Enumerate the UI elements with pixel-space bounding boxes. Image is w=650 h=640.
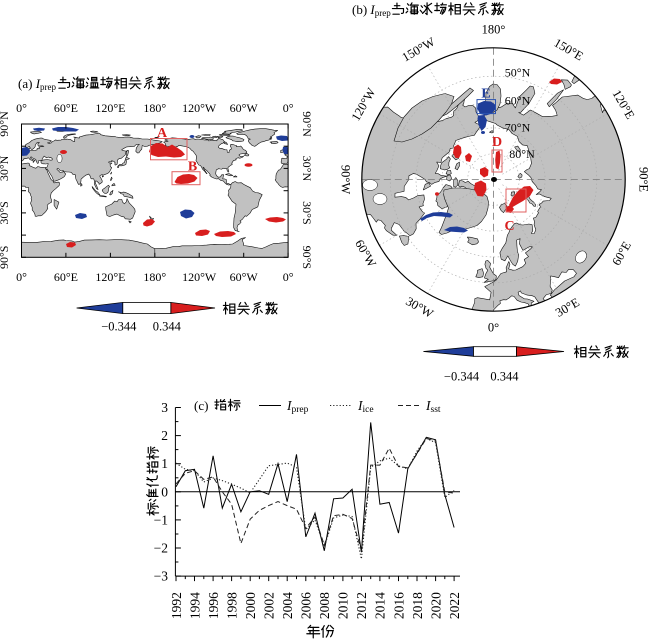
svg-text:2018: 2018 bbox=[410, 592, 425, 619]
svg-text:−1: −1 bbox=[154, 512, 168, 527]
svg-text:D: D bbox=[492, 135, 502, 150]
svg-text:−2: −2 bbox=[154, 541, 168, 556]
svg-text:30°N: 30°N bbox=[300, 156, 314, 182]
svg-text:Isst: Isst bbox=[425, 398, 441, 415]
svg-text:180°: 180° bbox=[143, 270, 166, 284]
svg-text:90°S: 90°S bbox=[300, 246, 314, 269]
svg-text:2008: 2008 bbox=[317, 592, 332, 619]
svg-text:30°S: 30°S bbox=[300, 201, 314, 224]
svg-text:A: A bbox=[157, 126, 168, 141]
svg-text:0°: 0° bbox=[283, 270, 294, 284]
svg-text:90°W: 90°W bbox=[339, 165, 353, 194]
svg-text:0°: 0° bbox=[16, 101, 27, 115]
svg-text:70°N: 70°N bbox=[505, 121, 531, 135]
svg-text:30°N: 30°N bbox=[0, 155, 11, 181]
svg-text:120°W: 120°W bbox=[182, 270, 217, 284]
svg-text:−0.344: −0.344 bbox=[444, 370, 480, 384]
svg-text:180°: 180° bbox=[143, 101, 166, 115]
svg-text:0°: 0° bbox=[16, 270, 27, 284]
svg-text:90°E: 90°E bbox=[637, 167, 650, 192]
svg-text:2006: 2006 bbox=[299, 592, 314, 619]
svg-text:2004: 2004 bbox=[280, 592, 295, 619]
svg-text:Iprep: Iprep bbox=[286, 398, 309, 415]
svg-text:C: C bbox=[504, 219, 514, 234]
svg-text:2022: 2022 bbox=[447, 592, 462, 619]
svg-text:90°N: 90°N bbox=[300, 111, 314, 137]
svg-text:3: 3 bbox=[161, 400, 168, 415]
svg-text:1: 1 bbox=[161, 456, 168, 471]
svg-text:0.344: 0.344 bbox=[490, 370, 519, 384]
svg-text:60°W: 60°W bbox=[230, 270, 259, 284]
svg-text:50°N: 50°N bbox=[505, 66, 531, 80]
svg-text:30°S: 30°S bbox=[0, 201, 11, 224]
svg-text:60°W: 60°W bbox=[230, 101, 259, 115]
svg-text:2012: 2012 bbox=[354, 592, 369, 619]
svg-text:2016: 2016 bbox=[391, 592, 406, 619]
svg-text:90°N: 90°N bbox=[0, 111, 11, 137]
svg-text:0°: 0° bbox=[283, 101, 294, 115]
svg-text:180°: 180° bbox=[482, 22, 506, 36]
svg-text:90°S: 90°S bbox=[0, 246, 11, 269]
svg-text:0: 0 bbox=[161, 484, 168, 499]
svg-text:(c): (c) bbox=[194, 398, 208, 413]
svg-text:2014: 2014 bbox=[373, 592, 388, 619]
svg-text:2010: 2010 bbox=[336, 592, 351, 619]
svg-text:2000: 2000 bbox=[243, 592, 258, 619]
svg-text:1998: 1998 bbox=[224, 592, 239, 619]
svg-text:60°E: 60°E bbox=[54, 101, 78, 115]
svg-text:80°N: 80°N bbox=[509, 147, 535, 161]
svg-text:1994: 1994 bbox=[187, 592, 202, 619]
svg-text:0°: 0° bbox=[488, 320, 499, 334]
svg-text:−0.344: −0.344 bbox=[101, 320, 137, 334]
svg-text:60°E: 60°E bbox=[54, 270, 78, 284]
svg-text:1992: 1992 bbox=[169, 592, 184, 619]
svg-text:−3: −3 bbox=[154, 569, 169, 584]
svg-text:B: B bbox=[188, 160, 197, 175]
svg-text:1996: 1996 bbox=[206, 592, 221, 619]
svg-text:0.344: 0.344 bbox=[153, 320, 182, 334]
svg-text:120°W: 120°W bbox=[182, 101, 217, 115]
svg-text:120°E: 120°E bbox=[95, 101, 125, 115]
svg-text:2002: 2002 bbox=[262, 592, 277, 619]
svg-text:2: 2 bbox=[161, 428, 168, 443]
svg-text:2020: 2020 bbox=[428, 592, 443, 619]
svg-text:Iice: Iice bbox=[357, 398, 374, 415]
svg-text:E: E bbox=[481, 87, 490, 102]
svg-text:60°N: 60°N bbox=[505, 94, 531, 108]
svg-text:120°E: 120°E bbox=[95, 270, 125, 284]
